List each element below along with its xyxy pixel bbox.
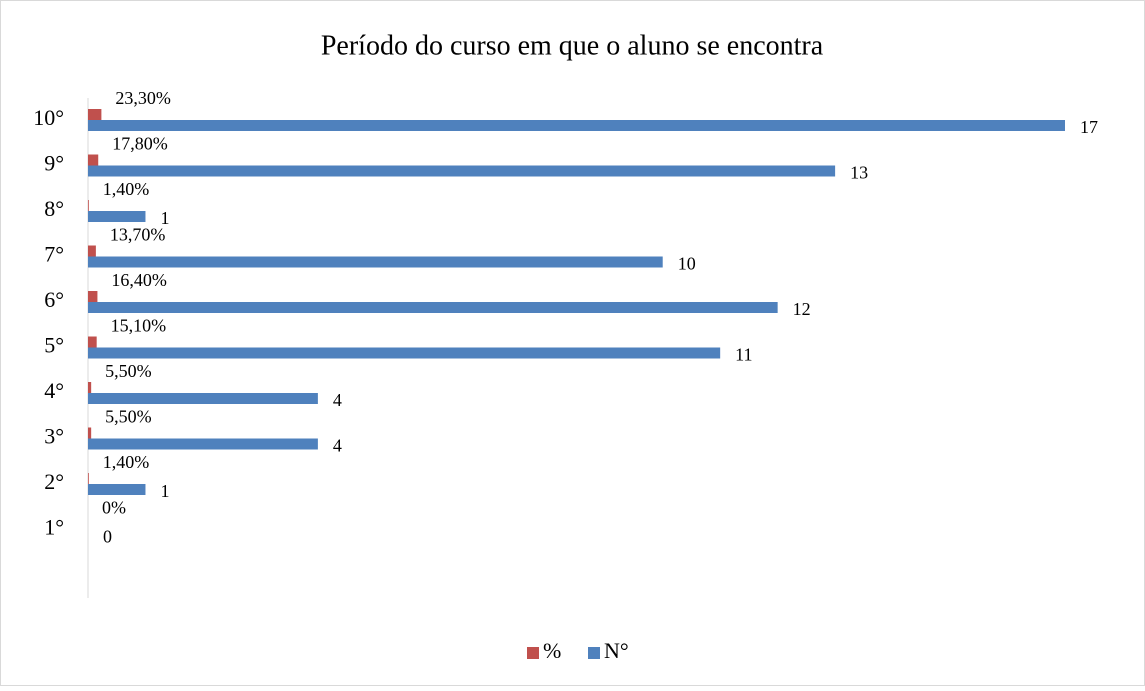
data-label: 13,70% — [110, 225, 166, 245]
data-label: 1,40% — [103, 179, 150, 199]
data-label: 12 — [793, 299, 811, 319]
bar — [88, 256, 663, 268]
category-label: 2° — [44, 469, 64, 494]
data-label: 1 — [160, 208, 169, 228]
chart-title: Período do curso em que o aluno se encon… — [321, 30, 824, 61]
legend-label: % — [543, 638, 561, 663]
category-label: 6° — [44, 287, 64, 312]
bar — [88, 393, 318, 404]
data-label: 5,50% — [105, 361, 152, 381]
data-label: 23,30% — [115, 88, 171, 108]
legend-swatch — [527, 647, 539, 659]
category-label: 9° — [44, 151, 64, 176]
bar — [88, 291, 98, 302]
bar — [88, 245, 96, 257]
data-label: 15,10% — [111, 316, 167, 336]
category-label: 1° — [44, 515, 64, 540]
bar — [88, 165, 836, 177]
data-label: 4 — [333, 436, 342, 456]
category-label: 7° — [44, 242, 64, 267]
category-label: 8° — [44, 196, 64, 221]
data-label: 4 — [333, 390, 342, 410]
legend-label: N° — [604, 638, 629, 663]
bar — [88, 427, 92, 439]
bar — [88, 382, 92, 393]
bar — [88, 200, 89, 211]
data-label: 1 — [160, 481, 169, 501]
bar — [88, 120, 1065, 131]
bar — [88, 154, 99, 166]
bar — [88, 336, 97, 348]
bar — [88, 347, 721, 359]
data-label: 17 — [1080, 117, 1098, 137]
category-label: 4° — [44, 378, 64, 403]
bar — [88, 211, 146, 222]
data-label: 0 — [103, 527, 112, 547]
category-label: 5° — [44, 333, 64, 358]
data-label: 0% — [102, 498, 126, 518]
category-label: 10° — [33, 105, 64, 130]
data-label: 16,40% — [111, 270, 166, 290]
data-label: 1,40% — [103, 452, 150, 472]
data-label: 11 — [735, 345, 752, 365]
data-label: 17,80% — [112, 134, 168, 154]
category-label: 3° — [44, 424, 64, 449]
bar — [88, 109, 102, 120]
data-label: 5,50% — [105, 407, 152, 427]
bar — [88, 438, 318, 450]
bar — [88, 302, 778, 313]
data-label: 13 — [850, 163, 868, 183]
data-label: 10 — [678, 254, 696, 274]
legend-swatch — [588, 647, 600, 659]
bar — [88, 473, 89, 484]
bar — [88, 484, 146, 495]
